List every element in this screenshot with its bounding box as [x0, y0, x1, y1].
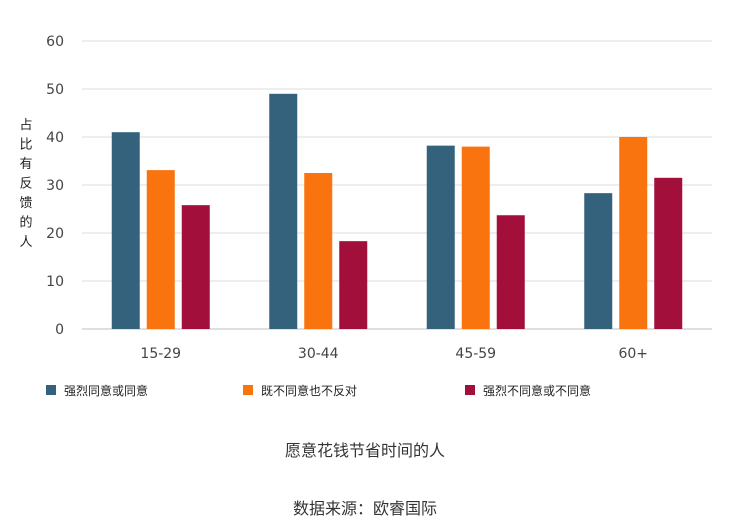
y-tick-label: 20: [46, 226, 64, 242]
y-axis-label-char: 反: [19, 177, 32, 192]
x-tick-label: 15-29: [140, 346, 181, 362]
bar: [339, 241, 368, 329]
bar: [269, 93, 298, 329]
y-axis-label-char: 比: [19, 138, 32, 153]
y-axis-label-char: 人: [19, 235, 32, 250]
bar: [461, 146, 490, 329]
y-axis-label-char: 馈: [19, 196, 32, 211]
x-tick-label: 45-59: [455, 346, 496, 362]
legend-label: 强烈不同意或不同意: [483, 383, 591, 398]
bar: [426, 145, 455, 329]
y-axis-label-char: 占: [19, 118, 32, 133]
data-source: 数据来源：欧睿国际: [292, 499, 437, 518]
y-tick-label: 60: [46, 34, 64, 50]
bar: [584, 193, 613, 329]
bar: [496, 215, 525, 329]
bar: [146, 170, 175, 329]
bar: [181, 205, 210, 329]
x-axis: 15-29 30-44 45-59 60+: [140, 346, 648, 362]
y-tick-label: 30: [46, 178, 64, 194]
y-tick-label: 0: [55, 322, 64, 338]
legend-label: 既不同意也不反对: [261, 383, 357, 398]
y-tick-label: 50: [46, 82, 64, 98]
y-tick-label: 10: [46, 274, 64, 290]
y-axis-label-char: 有: [19, 157, 32, 172]
bar: [619, 137, 648, 329]
legend-label: 强烈同意或同意: [64, 383, 148, 398]
bar: [654, 177, 683, 329]
legend-swatch: [243, 385, 253, 395]
gridlines: [82, 40, 712, 330]
bar: [304, 173, 333, 329]
legend: 强烈同意或同意 既不同意也不反对 强烈不同意或不同意: [46, 383, 591, 398]
y-tick-label: 40: [46, 130, 64, 146]
x-tick-label: 60+: [618, 346, 648, 362]
bars: [111, 93, 683, 329]
x-tick-label: 30-44: [298, 346, 339, 362]
legend-swatch: [465, 385, 475, 395]
bar: [111, 132, 140, 329]
y-axis: 0 10 20 30 40 50 60: [46, 34, 64, 338]
y-axis-label-char: 的: [19, 215, 32, 231]
legend-swatch: [46, 385, 56, 395]
chart-subtitle: 愿意花钱节省时间的人: [284, 441, 445, 460]
